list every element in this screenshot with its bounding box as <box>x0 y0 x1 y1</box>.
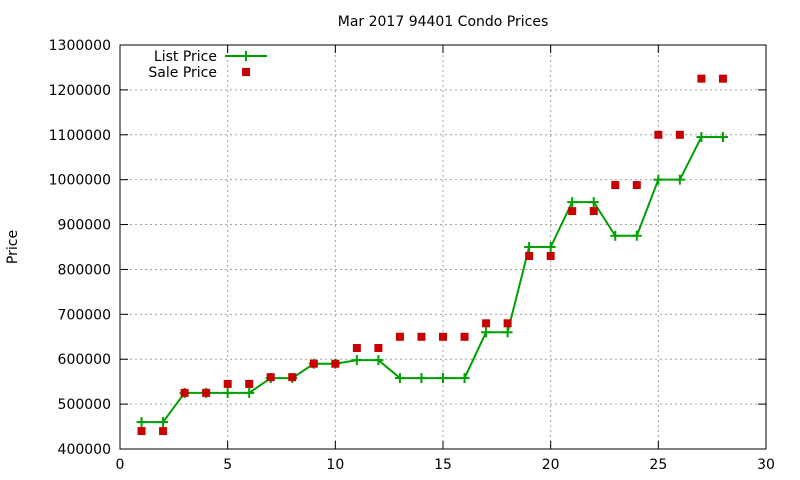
sale-price-point <box>374 344 383 352</box>
list-price-point <box>351 355 362 366</box>
sale-price-point <box>245 379 254 388</box>
x-tick-label: 15 <box>434 457 452 473</box>
list-price-point <box>588 197 599 208</box>
list-price-point <box>244 387 255 398</box>
sale-price-point <box>697 74 706 83</box>
sale-price-point <box>352 344 361 352</box>
chart-title: Mar 2017 94401 Condo Prices <box>338 14 549 30</box>
legend-label-list-price: List Price <box>154 49 217 65</box>
grid-lines <box>120 45 766 449</box>
sale-price-point <box>568 207 577 216</box>
sale-price-point <box>223 379 232 388</box>
list-price-point <box>524 242 535 252</box>
sale-price-point <box>331 359 340 368</box>
sale-price-point <box>482 319 491 328</box>
sale-price-point <box>266 373 275 382</box>
x-tick-label: 5 <box>223 457 232 473</box>
list-price-point <box>438 373 448 384</box>
sale-price-point <box>137 427 146 436</box>
sale-price-point <box>180 388 189 397</box>
y-tick-label: 1200000 <box>49 83 111 99</box>
list-price-point <box>696 132 707 143</box>
sale-price-point <box>546 251 555 260</box>
sale-price-point <box>460 332 469 341</box>
legend-marker-list-price <box>241 51 251 61</box>
list-price-point <box>610 230 621 241</box>
sale-price-point <box>395 332 404 341</box>
sale-price-point <box>589 207 598 216</box>
y-axis-label: Price <box>5 230 21 264</box>
x-tick-label: 25 <box>649 457 667 473</box>
sale-price-point <box>632 181 641 190</box>
y-tick-label: 1000000 <box>49 173 111 189</box>
list-price-point <box>502 327 513 338</box>
list-price-point <box>222 387 233 398</box>
list-price-point <box>631 230 642 241</box>
sale-price-point <box>675 130 684 139</box>
axis-ticks: 400000 500000 600000 700000 800000 900000 1000… <box>49 38 775 473</box>
legend-marker-sale-price <box>242 68 250 76</box>
sale-price-point <box>718 74 727 83</box>
sale-price-point <box>159 427 168 436</box>
sale-price-point <box>611 181 620 190</box>
list-price-point <box>158 417 169 428</box>
list-price-point <box>136 417 147 428</box>
y-tick-label: 800000 <box>58 262 111 278</box>
sale-price-point <box>654 130 663 139</box>
list-price-point <box>653 174 664 185</box>
y-tick-label: 500000 <box>58 397 111 413</box>
sale-price-point <box>288 373 297 382</box>
list-price-point <box>674 174 685 185</box>
sale-price-point <box>202 388 211 397</box>
list-price-point <box>717 132 728 143</box>
list-price-point <box>481 327 492 338</box>
sale-price-point <box>503 319 512 328</box>
list-price-point <box>545 242 556 252</box>
list-price-point <box>459 373 470 384</box>
sale-price-point <box>439 332 447 341</box>
series-layer <box>136 74 728 436</box>
y-tick-label: 700000 <box>58 307 111 323</box>
list-price-point <box>567 197 578 208</box>
y-tick-label: 900000 <box>58 218 111 234</box>
y-tick-label: 1100000 <box>49 128 111 144</box>
y-tick-label: 600000 <box>58 352 111 368</box>
x-tick-label: 10 <box>326 457 344 473</box>
x-tick-label: 20 <box>542 457 560 473</box>
y-tick-label: 400000 <box>58 442 111 458</box>
sale-price-point <box>309 359 318 368</box>
series-line-list-price <box>141 136 723 424</box>
legend-label-sale-price: Sale Price <box>148 65 217 81</box>
sale-price-point <box>417 332 426 341</box>
x-tick-label: 30 <box>757 457 775 473</box>
list-price-point <box>416 373 427 384</box>
list-price-point <box>373 355 384 366</box>
x-tick-label: 0 <box>116 457 125 473</box>
y-tick-label: 1300000 <box>49 38 111 54</box>
list-price-point <box>394 373 405 384</box>
sale-price-point <box>525 251 534 260</box>
legend: List Price Sale Price <box>148 49 267 81</box>
